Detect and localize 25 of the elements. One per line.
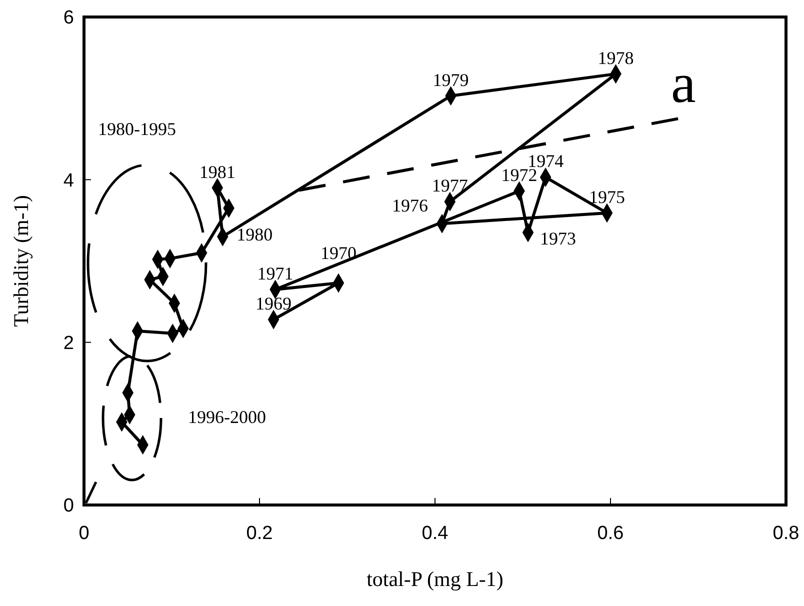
annotation: 1969 <box>256 294 292 314</box>
x-tick-label: 0.8 <box>772 523 800 544</box>
x-tick-label: 0.2 <box>246 523 273 544</box>
x-tick-label: 0.4 <box>422 523 449 544</box>
annotation: 1975 <box>588 187 625 208</box>
annotation: 1970 <box>320 242 356 263</box>
y-axis-title: Turbidity (m-1) <box>9 195 33 327</box>
y-tick-label: 6 <box>63 8 74 29</box>
annotation: 1980 <box>236 224 273 245</box>
x-tick-label: 0 <box>78 523 90 544</box>
annotation: 1980-1995 <box>98 119 176 139</box>
annotation: 1996-2000 <box>188 407 266 427</box>
x-tick-label: 0.6 <box>597 523 624 544</box>
x-axis-title: total-P (mg L-1) <box>366 567 504 591</box>
annotation: 1973 <box>540 228 576 249</box>
annotation: 1978 <box>598 48 634 68</box>
annotation: 1971 <box>257 263 294 284</box>
annotation: 1976 <box>392 196 428 216</box>
y-tick-label: 2 <box>63 332 74 354</box>
annotation: a <box>671 53 696 115</box>
y-tick-label: 0 <box>63 496 74 517</box>
annotation: 1977 <box>432 176 468 196</box>
annotation: 1979 <box>432 70 469 90</box>
y-tick-label: 4 <box>63 170 74 192</box>
annotation: 1981 <box>199 162 236 182</box>
